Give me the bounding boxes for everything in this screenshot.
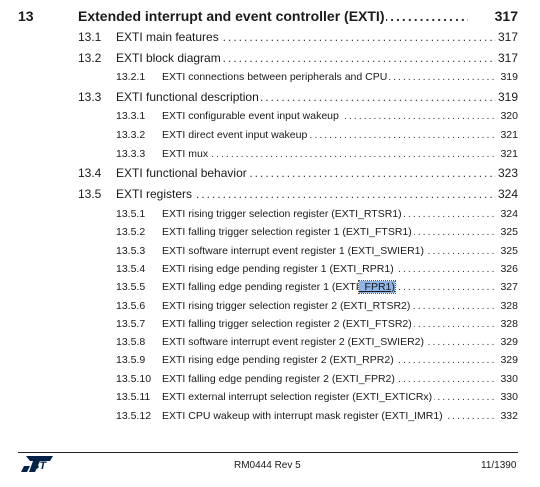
toc-title: EXTI software interrupt event register 1… [162,245,427,257]
toc-number: 13.5.1 [116,208,146,220]
toc-page: 321 [500,129,518,141]
toc-entry-13-5-7[interactable]: 13.5.7 .................................… [0,315,540,333]
toc-page: 332 [500,410,518,422]
toc-number: 13.3.1 [116,110,146,122]
toc-page: 327 [500,281,518,293]
toc-title: EXTI falling trigger selection register … [162,318,414,330]
footer-doc-id: RM0444 Rev 5 [234,460,301,471]
toc-entry-13-5-2[interactable]: 13.5.2 .................................… [0,223,540,241]
toc-title: EXTI functional description [116,90,261,104]
toc-number: 13.5.3 [116,245,146,257]
toc-page: 330 [500,373,518,385]
footer-page-number: 11/1390 [481,460,517,471]
toc-entry-13-5-3[interactable]: 13.5.3 .................................… [0,242,540,260]
toc-number: 13.5.9 [116,354,146,366]
toc-page: 328 [500,300,518,312]
toc-entry-13-1[interactable]: 13.1 ...................................… [78,30,518,44]
toc-page: 324 [500,208,518,220]
toc-chapter-13[interactable]: 13 .....................................… [0,7,540,25]
toc-entry-13-3-2[interactable]: 13.3.2 .................................… [0,126,540,144]
toc-number: 13.5.12 [116,410,152,422]
toc-page: 329 [500,336,518,348]
st-logo-icon: ST [21,456,53,472]
toc-number: 13.5.8 [116,336,146,348]
toc-entry-13-5-6[interactable]: 13.5.6 .................................… [0,297,540,315]
toc-page: 324 [497,187,518,201]
toc-entry-13-5[interactable]: 13.5 ...................................… [78,187,518,201]
toc-page: 320 [500,110,518,122]
toc-page: 323 [497,166,518,180]
toc-page: 326 [500,263,518,275]
toc-number: 13.5.7 [116,318,146,330]
toc-page: 317 [497,30,518,44]
toc-number: 13.5.11 [116,391,151,403]
toc-title: EXTI rising edge pending register 1 (EXT… [162,263,396,275]
toc-entry-13-5-8[interactable]: 13.5.8 .................................… [0,333,540,351]
toc-title: EXTI software interrupt event register 2… [162,336,427,348]
toc-entry-13-2-1[interactable]: 13.2.1 .................................… [0,68,540,86]
toc-entry-13-5-5[interactable]: 13.5.5 .................................… [0,278,540,296]
toc-page: 317 [494,8,518,24]
toc-entry-13-3-1[interactable]: 13.3.1 .................................… [0,107,540,125]
toc-number: 13.5.2 [116,226,146,238]
toc-entry-13-5-4[interactable]: 13.5.4 .................................… [0,260,540,278]
toc-entry-13-5-10[interactable]: 13.5.10 ................................… [0,370,540,388]
toc-number: 13.2.1 [116,71,146,83]
toc-title: EXTI registers [116,187,195,201]
toc-title: EXTI main features [116,30,221,44]
toc-page: 325 [500,245,518,257]
toc-title: EXTI rising trigger selection register 2… [162,300,413,312]
toc-title: EXTI mux [162,148,211,160]
toc-page: 321 [500,148,518,160]
st-logo-text: ST [32,460,47,472]
toc-number: 13.3 [78,90,102,104]
toc-entry-13-3[interactable]: 13.3 ...................................… [78,90,518,104]
toc-title: EXTI functional behavior [116,166,249,180]
toc-number: 13.1 [78,30,102,44]
toc-number: 13.5.10 [116,373,152,385]
toc-number: 13.3.2 [116,129,146,141]
toc-number: 13 [18,8,34,24]
toc-entry-13-3-3[interactable]: 13.3.3 .................................… [0,145,540,163]
toc-number: 13.5.5 [116,281,146,293]
toc-number: 13.2 [78,51,102,65]
toc-entry-13-5-9[interactable]: 13.5.9 .................................… [0,351,540,369]
toc-entry-13-2[interactable]: 13.2 ...................................… [78,51,518,65]
footer-divider [18,452,518,453]
toc-page: 317 [497,51,518,65]
toc-number: 13.4 [78,166,102,180]
toc-page: 330 [500,391,518,403]
toc-page: 319 [497,90,518,104]
toc-number: 13.5.4 [116,263,146,275]
toc-title: EXTI falling edge pending register 2 (EX… [162,373,397,385]
toc-entry-13-5-1[interactable]: 13.5.1 .................................… [0,205,540,223]
toc-title: EXTI direct event input wakeup [162,129,310,141]
toc-page: 325 [500,226,518,238]
toc-number: 13.5 [78,187,102,201]
toc-number: 13.3.3 [116,148,146,160]
toc-entry-13-4[interactable]: 13.4 ...................................… [78,166,518,180]
toc-title: EXTI external interrupt selection regist… [162,391,435,403]
toc-title: EXTI rising edge pending register 2 (EXT… [162,354,396,366]
toc-title: EXTI falling trigger selection register … [162,226,414,238]
toc-number: 13.5.6 [116,300,146,312]
toc-title: Extended interrupt and event controller … [78,8,387,24]
toc-title: EXTI CPU wakeup with interrupt mask regi… [162,410,445,422]
toc-page: 329 [500,354,518,366]
toc-title: EXTI block diagram [116,51,223,65]
toc-title: EXTI connections between peripherals and… [162,71,390,83]
toc-entry-13-5-11[interactable]: 13.5.11 ................................… [0,388,540,406]
toc-page: 328 [500,318,518,330]
toc-page: 319 [500,71,518,83]
search-highlight: _FPR1) [357,280,396,294]
toc-title: EXTI rising trigger selection register (… [162,208,404,220]
toc-title: EXTI configurable event input wakeup [162,110,341,122]
toc-entry-13-5-12[interactable]: 13.5.12 ................................… [0,407,540,425]
toc-title: EXTI falling edge pending register 1 (EX… [162,281,359,293]
